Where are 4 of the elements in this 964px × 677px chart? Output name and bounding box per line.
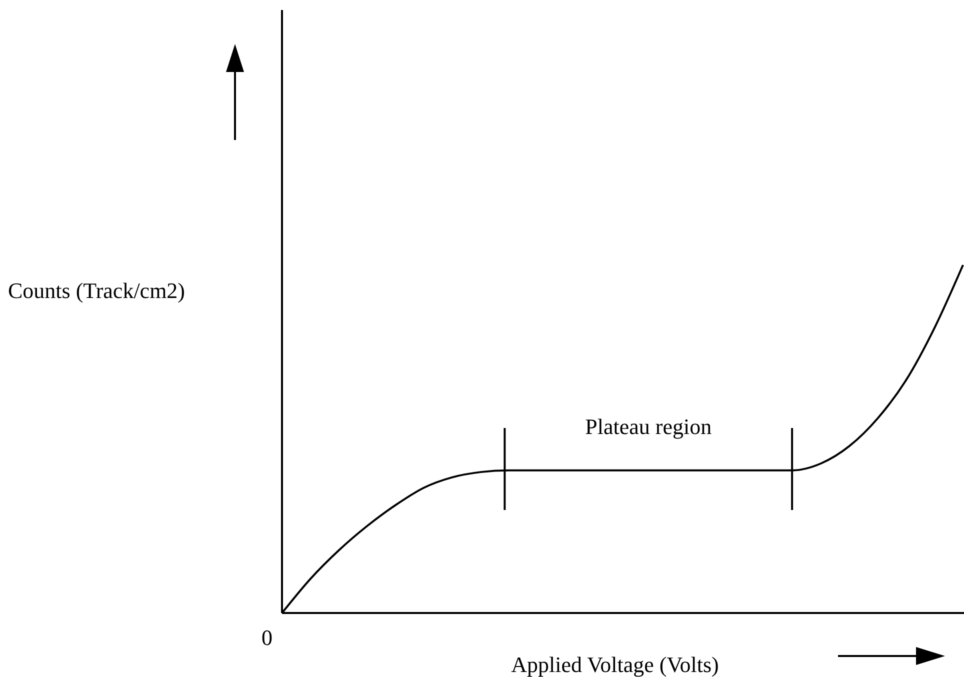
text: 0 (262, 625, 272, 650)
y-axis-title: Counts (Track/cm2) (8, 278, 186, 303)
x-axis-title: Applied Voltage (Volts) (511, 652, 719, 677)
annotation: Plateau region (585, 414, 712, 439)
